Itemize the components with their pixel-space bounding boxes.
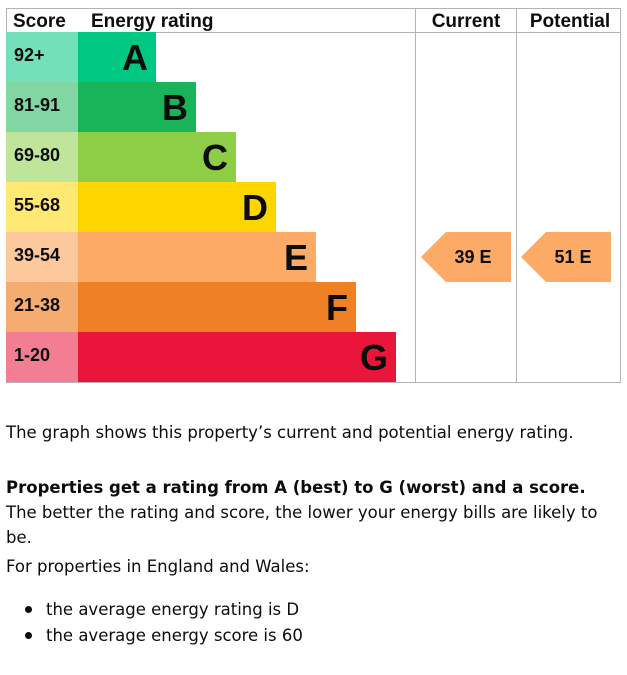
- score-label-e: 39-54: [14, 245, 60, 265]
- score-cell-a: [6, 32, 78, 82]
- intro-text: The graph shows this property’s current …: [6, 423, 574, 442]
- score-label-d: 55-68: [14, 195, 60, 215]
- rating-letter-b: B: [162, 87, 188, 128]
- average-rating-item: the average energy rating is D: [6, 597, 303, 623]
- score-cell-e: [6, 232, 78, 282]
- rating-bar-g: [78, 332, 396, 382]
- current-rating-label: 39 E: [454, 247, 491, 267]
- average-score-item: the average energy score is 60: [6, 623, 303, 649]
- rating-bar-d: [78, 182, 276, 232]
- header-current: Current: [432, 11, 501, 32]
- rating-explanation-rest: The better the rating and score, the low…: [6, 503, 598, 547]
- rating-explanation-bold: Properties get a rating from A (best) to…: [6, 478, 586, 497]
- rating-letter-a: A: [122, 37, 148, 78]
- header-energy-rating: Energy rating: [91, 11, 213, 32]
- score-label-c: 69-80: [14, 145, 60, 165]
- potential-rating-arrow: [521, 232, 611, 282]
- rating-letter-f: F: [326, 287, 348, 328]
- header-potential: Potential: [530, 11, 610, 32]
- score-cell-g: [6, 332, 78, 382]
- potential-rating-label: 51 E: [554, 247, 591, 267]
- intro-paragraph: The graph shows this property’s current …: [6, 420, 618, 445]
- score-label-a: 92+: [14, 45, 45, 65]
- score-label-f: 21-38: [14, 295, 60, 315]
- rating-bar-a: [78, 32, 156, 82]
- rating-bar-e: [78, 232, 316, 282]
- rating-bar-c: [78, 132, 236, 182]
- rating-letter-d: D: [242, 187, 268, 228]
- averages-list: the average energy rating is D the avera…: [6, 597, 303, 649]
- score-cell-b: [6, 82, 78, 132]
- rating-bar-b: [78, 82, 196, 132]
- current-rating-arrow: [421, 232, 511, 282]
- region-text: For properties in England and Wales:: [6, 557, 310, 576]
- rating-arrows: 39 E 51 E: [421, 232, 611, 282]
- rating-bands: 92+ A 81-91 B 69-80 C 55-68 D 39-54 E 21-38 F 1-20 G: [6, 32, 396, 382]
- energy-rating-chart: Score Energy rating Current Potential 92…: [6, 8, 621, 383]
- rating-letter-e: E: [284, 237, 308, 278]
- rating-explanation: Properties get a rating from A (best) to…: [6, 475, 618, 550]
- score-label-b: 81-91: [14, 95, 60, 115]
- rating-letter-c: C: [202, 137, 228, 178]
- score-cell-d: [6, 182, 78, 232]
- score-label-g: 1-20: [14, 345, 50, 365]
- region-paragraph: For properties in England and Wales:: [6, 554, 618, 579]
- header-score: Score: [13, 11, 66, 32]
- score-cell-f: [6, 282, 78, 332]
- rating-letter-g: G: [360, 337, 388, 378]
- rating-bar-f: [78, 282, 356, 332]
- score-cell-c: [6, 132, 78, 182]
